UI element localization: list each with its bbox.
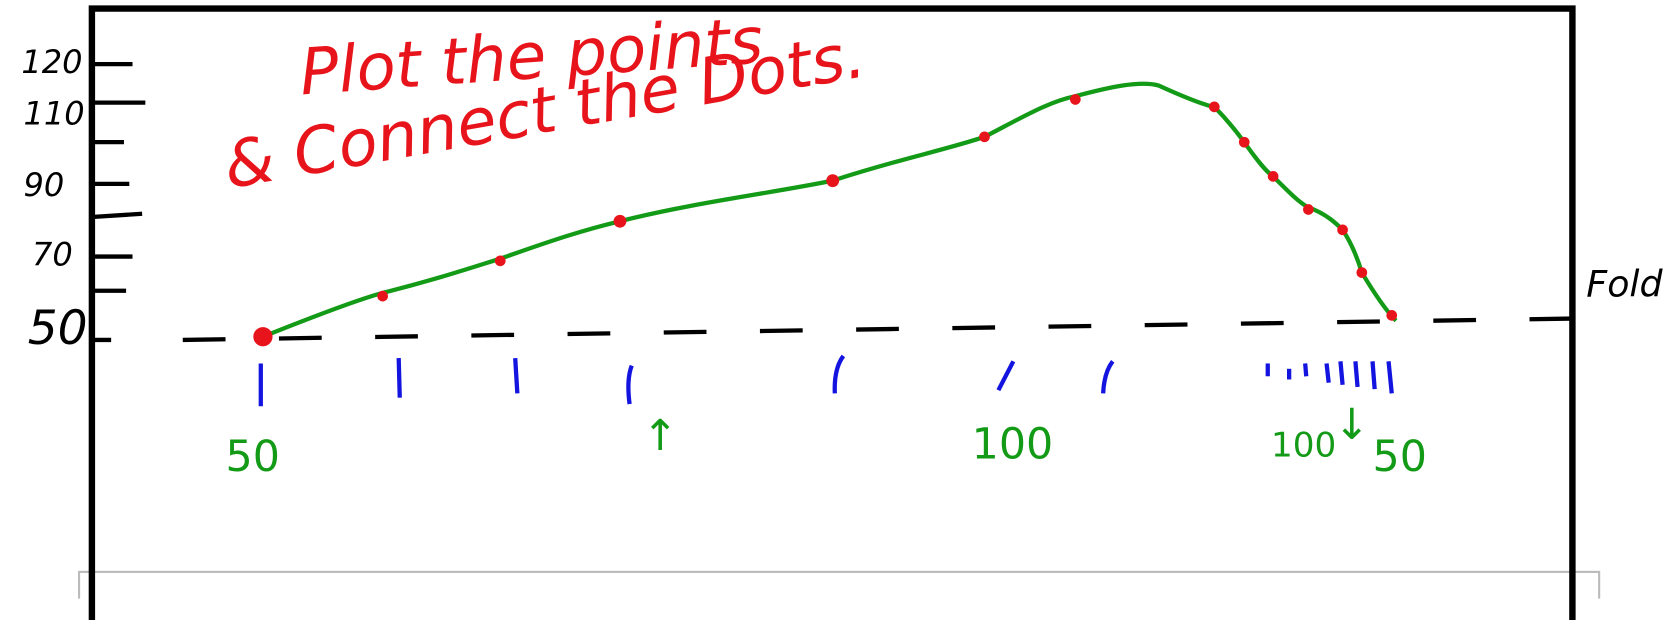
y-label: 70 bbox=[32, 236, 73, 274]
y-label: 50 bbox=[28, 301, 88, 356]
y-ticks bbox=[91, 61, 146, 343]
x-ticks bbox=[258, 354, 1394, 407]
mask bbox=[6, 598, 1669, 620]
fold-label: Fold bbox=[1586, 262, 1663, 305]
y-label: 90 bbox=[23, 166, 64, 204]
frame bbox=[88, 5, 1576, 620]
x-label: 100 bbox=[972, 419, 1054, 469]
y-label: 110 bbox=[23, 94, 84, 132]
x-label: 50 bbox=[226, 432, 280, 482]
x-label: ↑ bbox=[642, 411, 678, 461]
x-label: 50 bbox=[1373, 432, 1427, 482]
fold-line bbox=[182, 316, 1573, 343]
y-label: 120 bbox=[21, 43, 82, 81]
x-label: ↓ bbox=[1334, 400, 1370, 450]
points bbox=[253, 94, 1398, 347]
x-label: 100 bbox=[1271, 425, 1336, 465]
